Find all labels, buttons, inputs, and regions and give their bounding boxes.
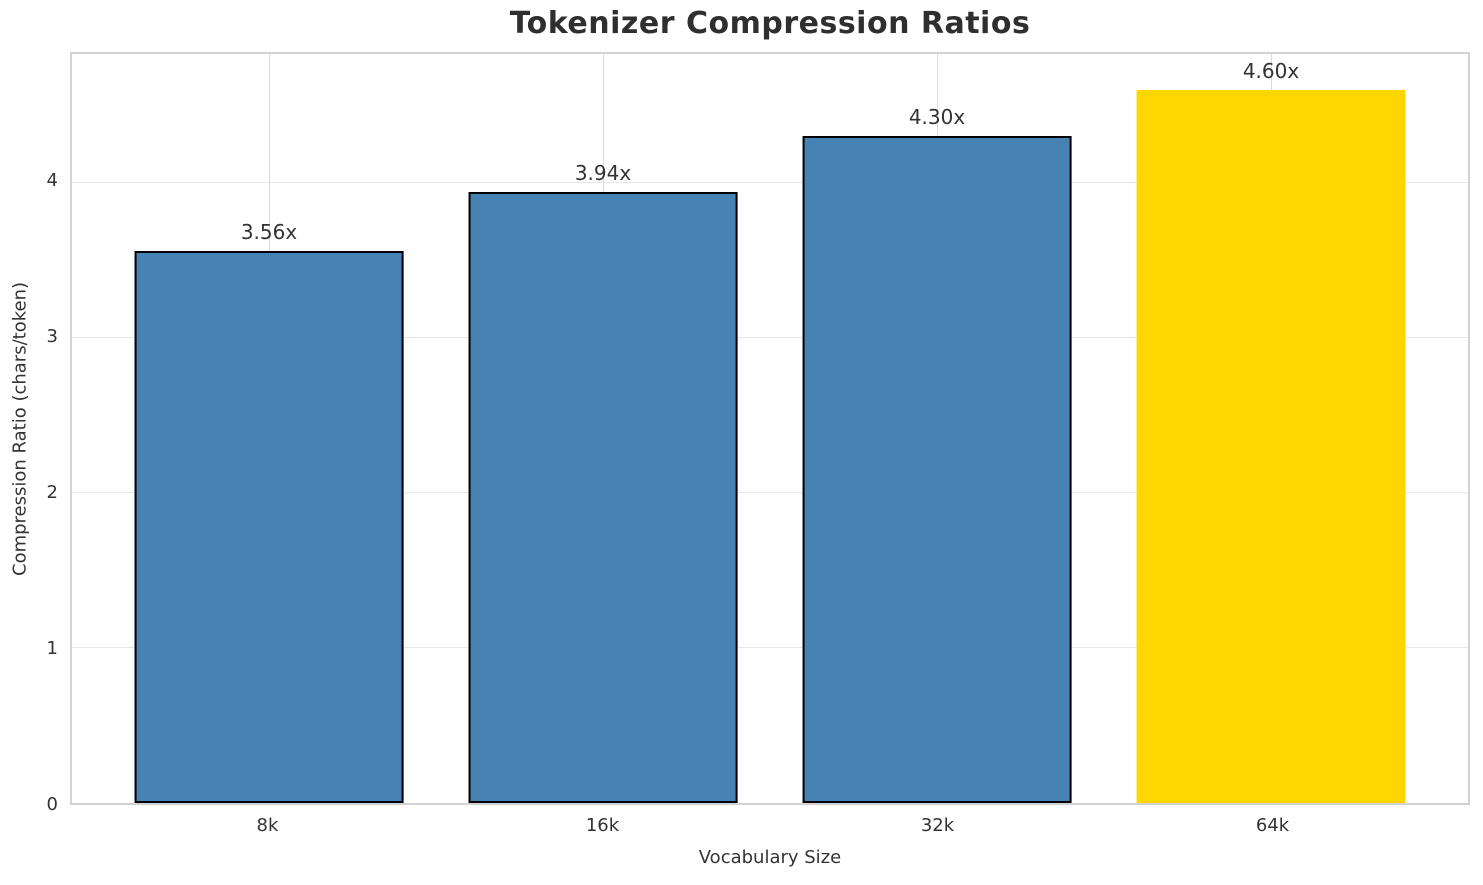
bar-value-label: 4.30x (908, 105, 966, 130)
y-tick-label: 4 (46, 170, 58, 192)
y-tick-label: 0 (46, 794, 58, 815)
horizontal-gridline (72, 336, 1468, 338)
x-tick-label: 64k (1255, 815, 1290, 836)
bar-value-label: 3.56x (240, 219, 298, 244)
y-tick-label: 1 (46, 638, 58, 660)
grid-layer (72, 54, 1468, 803)
bar-slot-64k: 4.60x (1104, 54, 1438, 803)
bar-slot-16k: 3.94x (436, 54, 770, 803)
bar-16k (468, 192, 738, 803)
bar-value-label: 4.60x (1242, 58, 1300, 83)
y-axis-ticks: 0 1 2 3 4 (0, 52, 58, 814)
y-tick-label: 3 (46, 326, 58, 348)
x-tick-label: 16k (585, 815, 620, 836)
bar-slot-32k: 4.30x (770, 54, 1104, 803)
chart-title: Tokenizer Compression Ratios (509, 6, 1031, 41)
x-tick-label: 32k (920, 815, 955, 836)
x-axis-ticks: 8k 16k 32k 64k (100, 815, 1440, 836)
bar-64k (1136, 89, 1406, 803)
y-tick-label: 2 (46, 482, 58, 504)
horizontal-gridline (72, 181, 1468, 183)
bar-slot-8k: 3.56x (102, 54, 436, 803)
bar-8k (134, 250, 404, 803)
bars-row: 3.56x 3.94x 4.30x 4.60x (102, 54, 1438, 803)
x-tick-label: 8k (256, 815, 279, 836)
plot-area: 3.56x 3.94x 4.30x 4.60x (70, 52, 1470, 805)
horizontal-gridline (72, 646, 1468, 648)
bar-32k (802, 136, 1072, 803)
bar-value-label: 3.94x (574, 161, 632, 186)
horizontal-gridline (72, 491, 1468, 493)
x-axis-label: Vocabulary Size (698, 847, 842, 868)
